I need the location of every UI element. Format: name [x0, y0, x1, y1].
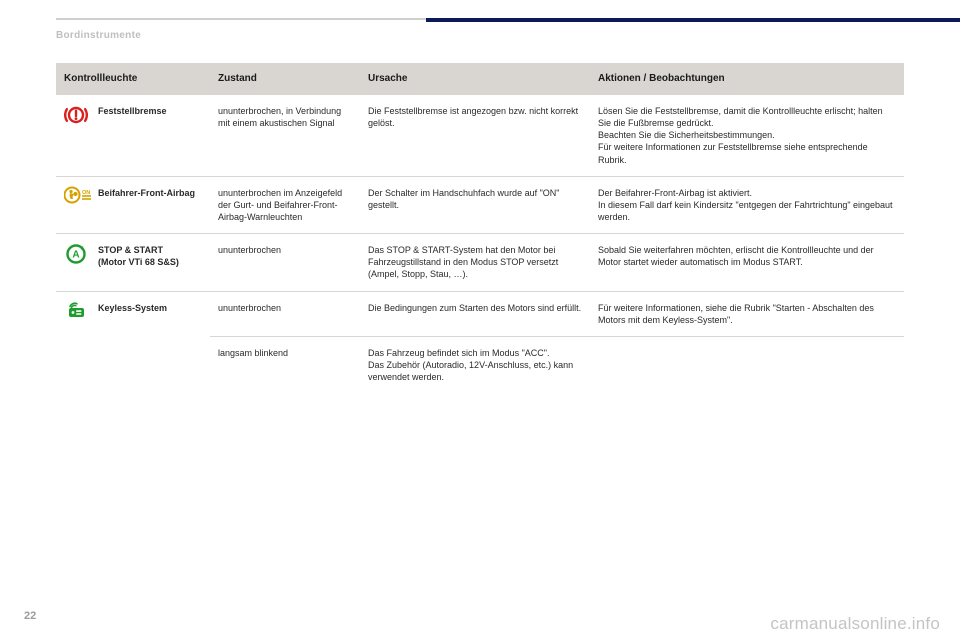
indicator-action: Der Beifahrer-Front-Airbag ist aktiviert…: [590, 176, 904, 233]
parking-brake-icon: [64, 103, 88, 127]
keyless-icon: [64, 300, 88, 324]
table-row: A STOP & START(Motor VTi 68 S&S) ununter…: [56, 234, 904, 291]
indicator-name: Keyless-System: [90, 291, 210, 393]
watermark: carmanualsonline.info: [770, 614, 940, 634]
col-kontrollleuchte: Kontrollleuchte: [56, 63, 210, 95]
indicator-name: Feststellbremse: [90, 95, 210, 177]
indicator-table: Kontrollleuchte Zustand Ursache Aktionen…: [56, 63, 904, 393]
indicator-action: Sobald Sie weiterfahren möchten, erlisch…: [590, 234, 904, 291]
svg-text:ON: ON: [82, 190, 90, 196]
icon-cell: [56, 95, 90, 177]
indicator-cause: Der Schalter im Handschuhfach wurde auf …: [360, 176, 590, 233]
icon-cell: [56, 291, 90, 393]
table-row: ON Beifahrer-Front-Airbag ununterbrochen…: [56, 176, 904, 233]
indicator-name: STOP & START(Motor VTi 68 S&S): [90, 234, 210, 291]
indicator-state: ununterbrochen: [210, 234, 360, 291]
col-ursache: Ursache: [360, 63, 590, 95]
table-row: Feststellbremse ununterbrochen, in Verbi…: [56, 95, 904, 177]
top-rule-grey: [56, 18, 426, 20]
indicator-cause: Das Fahrzeug befindet sich im Modus "ACC…: [360, 336, 590, 393]
table-row: Keyless-System ununterbrochen Die Beding…: [56, 291, 904, 336]
indicator-cause: Die Bedingungen zum Starten des Motors s…: [360, 291, 590, 336]
stop-start-icon: A: [64, 242, 88, 266]
section-title: Bordinstrumente: [56, 30, 904, 41]
indicator-cause: Die Feststellbremse ist angezogen bzw. n…: [360, 95, 590, 177]
page-number: 22: [24, 610, 36, 622]
table-header-row: Kontrollleuchte Zustand Ursache Aktionen…: [56, 63, 904, 95]
page: Bordinstrumente Kontrollleuchte Zustand …: [0, 0, 960, 640]
indicator-state: ununterbrochen im Anzeigefeld der Gurt- …: [210, 176, 360, 233]
indicator-state: ununterbrochen, in Verbindung mit einem …: [210, 95, 360, 177]
svg-text:A: A: [72, 250, 79, 261]
indicator-cause: Das STOP & START-System hat den Motor be…: [360, 234, 590, 291]
airbag-on-icon: ON: [64, 185, 88, 209]
indicator-state: ununterbrochen: [210, 291, 360, 336]
col-zustand: Zustand: [210, 63, 360, 95]
indicator-action: [590, 336, 904, 393]
top-rule: [0, 18, 960, 21]
indicator-name: Beifahrer-Front-Airbag: [90, 176, 210, 233]
col-aktionen: Aktionen / Beobachtungen: [590, 63, 904, 95]
indicator-action: Für weitere Informationen, siehe die Rub…: [590, 291, 904, 336]
icon-cell: A: [56, 234, 90, 291]
indicator-action: Lösen Sie die Feststellbremse, damit die…: [590, 95, 904, 177]
icon-cell: ON: [56, 176, 90, 233]
indicator-state: langsam blinkend: [210, 336, 360, 393]
top-rule-blue: [426, 18, 960, 22]
